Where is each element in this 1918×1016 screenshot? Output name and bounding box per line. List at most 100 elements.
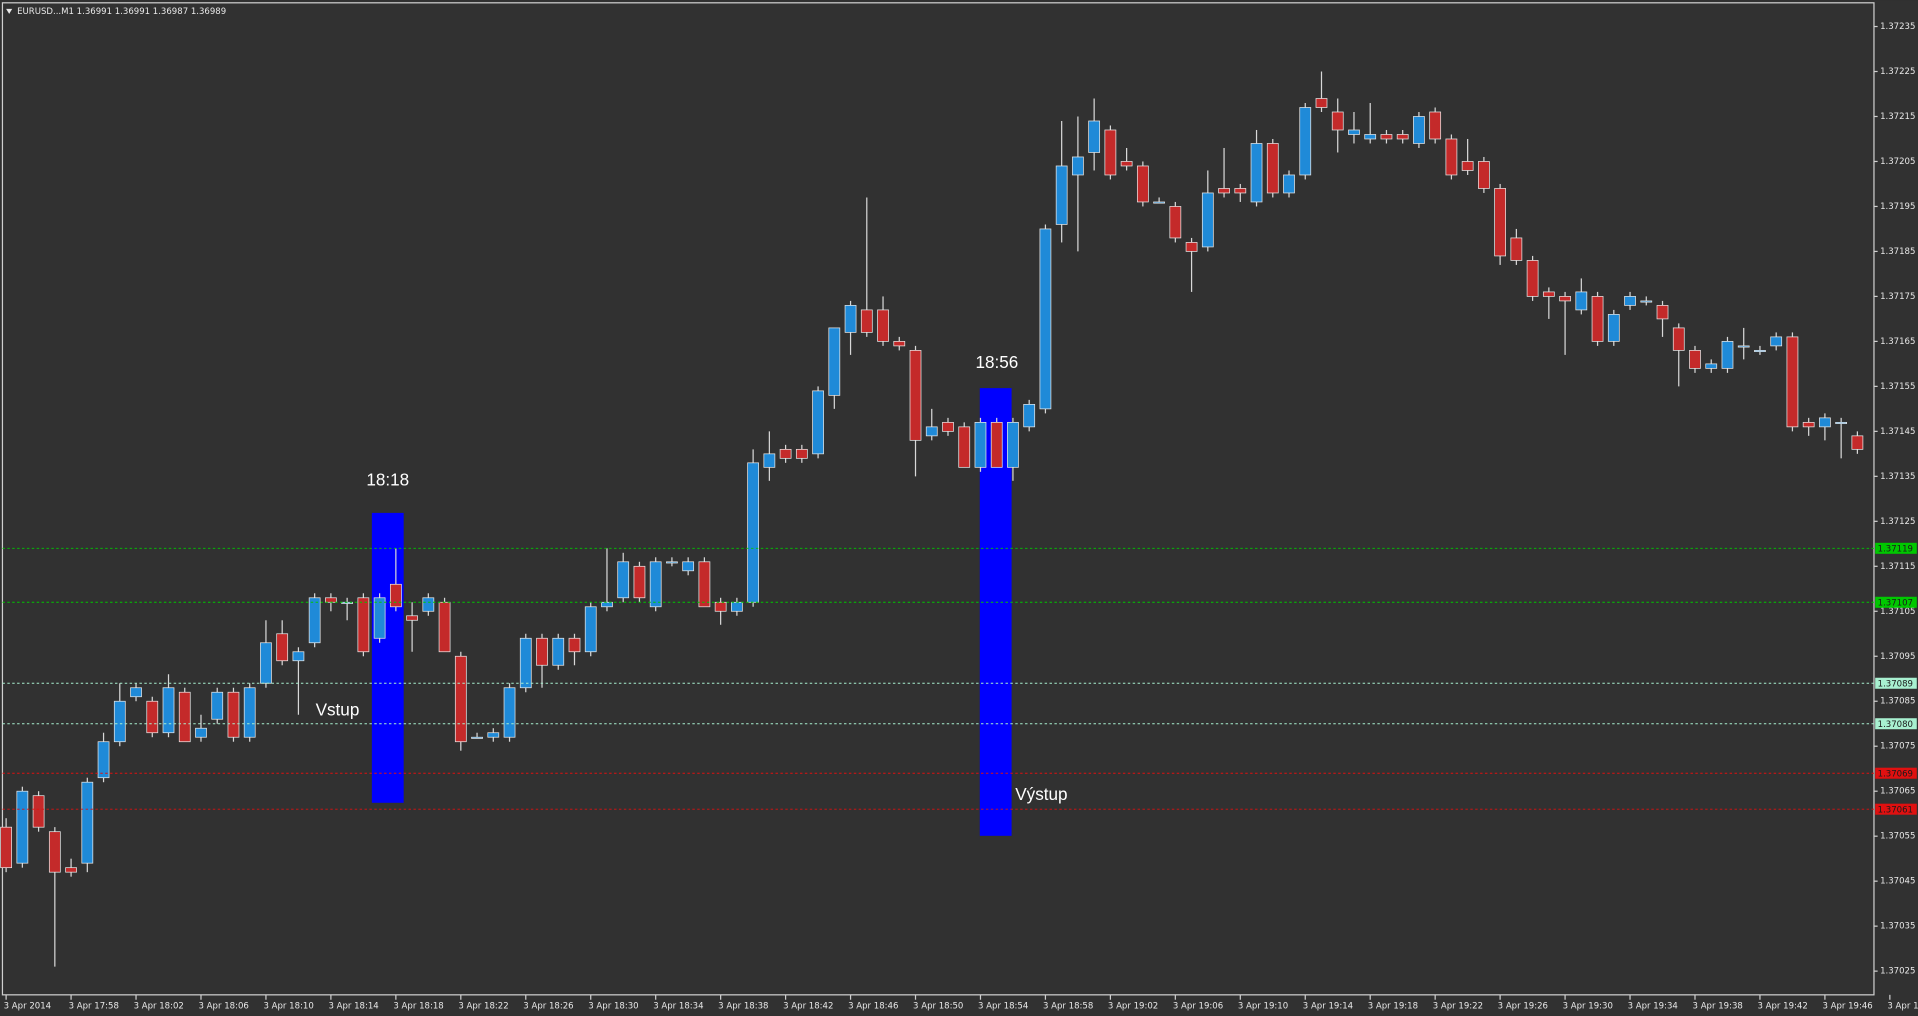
x-tick-label: 3 Apr 19:30 <box>1563 1001 1613 1011</box>
candle-body <box>1494 188 1506 257</box>
y-tick-label: 1.37195 <box>1880 202 1915 212</box>
y-tick-label: 1.37145 <box>1880 427 1915 437</box>
y-tick-label: 1.37225 <box>1880 67 1915 77</box>
candle-body <box>1656 305 1669 320</box>
plot-frame <box>1 2 1875 996</box>
y-tick-label: 1.37165 <box>1880 337 1915 347</box>
candle-body <box>942 421 954 432</box>
candle-body <box>65 867 77 873</box>
candle-body <box>698 561 711 608</box>
price-label-box <box>1875 542 1917 554</box>
candle-body <box>519 637 532 689</box>
candle-body <box>162 687 175 734</box>
x-tick-label: 3 Apr 19:42 <box>1758 1001 1808 1011</box>
candle-body <box>1413 116 1425 144</box>
candle-body <box>1120 161 1133 167</box>
candle-body <box>373 597 386 639</box>
x-tick-label: 3 Apr 18:54 <box>978 1001 1028 1011</box>
candle-body <box>16 790 29 864</box>
x-tick-label: 3 Apr 19:06 <box>1173 1001 1223 1011</box>
candle-body <box>1218 188 1230 194</box>
candle-body <box>292 651 305 662</box>
candle-body <box>211 691 224 720</box>
candle-body <box>406 615 418 621</box>
price-label: 1.37061 <box>1878 805 1913 815</box>
price-label-box <box>1875 718 1917 730</box>
price-label-box <box>1875 767 1917 779</box>
candle-body <box>308 597 321 644</box>
candle-body <box>1705 363 1718 369</box>
y-tick-label: 1.37105 <box>1880 607 1915 617</box>
y-tick-label: 1.37065 <box>1880 787 1915 797</box>
candle-body <box>389 583 402 608</box>
candle-body <box>1737 345 1750 348</box>
candle-body <box>113 700 126 743</box>
y-tick-label: 1.37035 <box>1880 922 1915 932</box>
candle-body <box>357 597 370 653</box>
y-tick-label: 1.37125 <box>1880 517 1915 527</box>
candle-body <box>1689 350 1701 369</box>
x-tick-label: 3 Apr 18:26 <box>523 1001 573 1011</box>
candle-body <box>1185 242 1198 252</box>
y-tick-label: 1.37215 <box>1880 112 1915 122</box>
candle-body <box>1380 134 1393 140</box>
candle-body <box>1007 421 1019 468</box>
candle-body <box>1770 336 1783 347</box>
candle-body <box>779 448 792 459</box>
candle-body <box>1250 143 1263 203</box>
y-tick-label: 1.37235 <box>1880 22 1915 32</box>
candle-body <box>763 453 776 468</box>
x-tick-label: 3 Apr 2014 <box>4 1001 51 1011</box>
candle-body <box>893 341 906 347</box>
candle-body <box>1640 300 1653 303</box>
price-label: 1.37069 <box>1878 769 1913 779</box>
candle-body <box>633 565 646 599</box>
menu-arrow[interactable] <box>6 8 13 14</box>
candle-body <box>568 637 581 653</box>
price-label: 1.37080 <box>1878 720 1913 730</box>
price-label: 1.37107 <box>1878 598 1913 608</box>
candle-body <box>1851 435 1864 450</box>
candle-body <box>1201 192 1214 248</box>
x-tick-label: 3 Apr 18:34 <box>653 1001 703 1011</box>
x-tick-label: 3 Apr 19:22 <box>1433 1001 1483 1011</box>
candle-body <box>1104 129 1117 176</box>
candle-body <box>1429 111 1442 140</box>
chart-title: EURUSD...M1 1.36991 1.36991 1.36987 1.36… <box>17 7 226 17</box>
candle-body <box>97 741 110 779</box>
x-tick-label: 3 Apr 18:46 <box>848 1001 898 1011</box>
x-tick-label: 3 Apr 18:42 <box>783 1001 833 1011</box>
y-tick-label: 1.37155 <box>1880 382 1915 392</box>
candle-body <box>1396 134 1409 140</box>
x-tick-label: 3 Apr 18:30 <box>588 1001 638 1011</box>
candle-body <box>471 736 483 739</box>
candle-body <box>1136 165 1149 203</box>
y-tick-label: 1.37185 <box>1880 247 1915 257</box>
x-tick-label: 3 Apr 19:18 <box>1368 1001 1418 1011</box>
y-tick-label: 1.37095 <box>1880 652 1915 662</box>
candle-body <box>454 655 467 743</box>
candle-body <box>1510 237 1523 261</box>
candle-body <box>844 305 857 333</box>
candle-body <box>1559 296 1571 302</box>
x-tick-label: 3 Apr 18:58 <box>1043 1001 1093 1011</box>
candle-body <box>422 597 435 612</box>
x-tick-label: 3 Apr 19:46 <box>1822 1001 1872 1011</box>
candle-body <box>1478 161 1490 189</box>
candle-body <box>584 606 597 653</box>
candle-body <box>1266 143 1279 194</box>
candle-body <box>1786 336 1799 428</box>
candle-body <box>243 687 256 738</box>
y-tick-label: 1.37025 <box>1880 967 1915 977</box>
price-label-box <box>1875 596 1917 608</box>
candle-body <box>536 637 548 666</box>
candle-body <box>1624 296 1636 306</box>
x-tick-label: 3 Apr 19:34 <box>1628 1001 1678 1011</box>
y-tick-label: 1.37085 <box>1880 697 1915 707</box>
candle-body <box>795 448 808 459</box>
candle-body <box>1575 291 1588 311</box>
candle-body <box>601 601 613 608</box>
price-label: 1.37119 <box>1878 544 1913 554</box>
annotation: Vstup <box>316 701 360 720</box>
